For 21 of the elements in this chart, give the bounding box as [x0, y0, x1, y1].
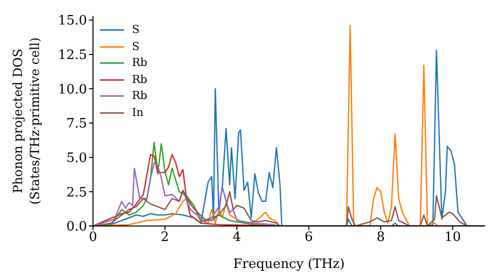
legend-label: In	[132, 104, 144, 120]
legend-label: S	[132, 22, 140, 38]
x-tick-label: 4	[232, 230, 241, 246]
y-tick-label: 15.0	[58, 14, 87, 29]
y-tick-label: 2.5	[66, 185, 87, 200]
x-tick-label: 2	[160, 230, 170, 246]
y-tick-label: 10.0	[58, 82, 87, 98]
x-axis-title: Frequency (THz)	[233, 257, 345, 272]
x-tick-label: 8	[376, 230, 385, 246]
y-tick-label: 12.5	[58, 48, 87, 64]
x-tick-label: 6	[304, 230, 313, 246]
legend-label: Rb	[132, 88, 148, 104]
legend-label: Rb	[132, 55, 148, 71]
y-tick-label: 0.0	[66, 220, 87, 235]
legend-label: Rb	[132, 72, 148, 88]
legend-label: S	[132, 38, 140, 54]
y-tick-label: 5.0	[66, 150, 87, 166]
y-tick-label: 7.5	[66, 116, 87, 132]
x-tick-label: 10	[444, 230, 461, 246]
x-tick-label: 0	[88, 230, 98, 246]
y-axis-title: Phonon projected DOS (States/THz·primitive cell)	[10, 37, 42, 205]
